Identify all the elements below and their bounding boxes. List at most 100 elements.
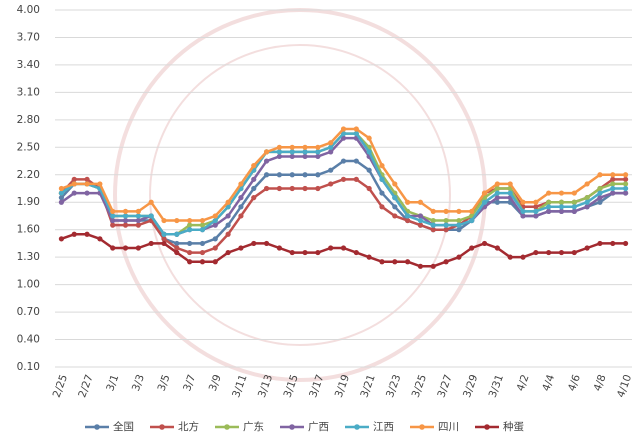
point [520,213,526,219]
point [353,249,359,256]
point [340,130,347,137]
point [584,245,590,251]
point [558,204,565,210]
point [302,185,308,192]
point [494,181,500,187]
point [610,240,616,247]
point [610,176,616,182]
legend-marker [484,424,490,430]
point [212,222,218,228]
point [469,245,475,251]
point [610,172,616,178]
point [405,217,411,224]
point [174,249,180,256]
point [289,144,295,150]
point [110,208,116,214]
point [584,181,590,187]
point [622,181,629,187]
point [456,217,462,224]
point [507,190,513,196]
point [199,217,206,224]
x-tick-label: 3/31 [487,373,506,399]
legend-marker [159,424,165,430]
point [340,135,347,141]
legend-label: 广西 [308,421,329,433]
legend-marker [289,424,295,430]
point [238,204,244,210]
legend-label: 北方 [178,420,199,433]
point [494,245,500,251]
point [597,185,603,192]
x-tick-label: 2/25 [51,373,70,399]
point [315,149,321,155]
point [315,153,321,160]
point [110,217,116,224]
point [417,213,424,219]
point [328,140,334,146]
point [597,199,603,205]
point [558,199,565,205]
point [289,249,295,256]
point [597,195,603,201]
x-tick-label: 3/5 [156,373,173,393]
x-tick-label: 3/29 [461,373,480,399]
y-tick-label: 0.70 [17,306,40,318]
point [417,263,424,269]
point [135,222,141,228]
y-tick-label: 0.40 [17,334,40,346]
point [379,204,385,210]
point [430,222,436,228]
point [571,249,577,256]
point [622,185,629,192]
point [276,153,282,160]
point [225,213,231,219]
series-line [60,132,626,236]
x-tick-label: 3/25 [410,373,429,399]
point [597,240,603,247]
point [199,259,206,265]
point [263,240,270,247]
point [417,199,424,205]
x-tick-label: 4/8 [592,373,609,393]
point [315,185,321,192]
point [507,254,513,260]
y-tick-label: 3.10 [17,86,40,98]
point [212,217,218,224]
point [546,204,552,210]
point [161,231,167,237]
point [328,245,334,251]
point [58,199,65,205]
point [251,185,257,192]
y-tick-label: 3.70 [17,31,40,43]
point [392,259,398,265]
point [174,240,180,247]
point [597,190,603,196]
point [289,153,295,160]
point [225,249,231,256]
point [443,227,449,233]
point [379,259,385,265]
legend-label: 全国 [113,420,134,433]
point [276,245,282,251]
x-tick-label: 3/17 [307,373,326,399]
point [610,181,616,187]
point [263,149,270,155]
point [174,231,180,237]
point [122,217,129,224]
point [456,254,462,260]
point [225,222,231,228]
point [469,217,475,224]
point [584,195,590,201]
point [328,181,334,187]
point [340,176,347,182]
point [353,126,359,132]
point [148,199,154,205]
x-tick-label: 3/15 [282,373,301,399]
point [571,208,577,214]
point [379,176,385,182]
point [84,181,90,187]
point [481,199,488,205]
point [58,190,65,196]
point [507,181,513,187]
point [263,185,270,192]
